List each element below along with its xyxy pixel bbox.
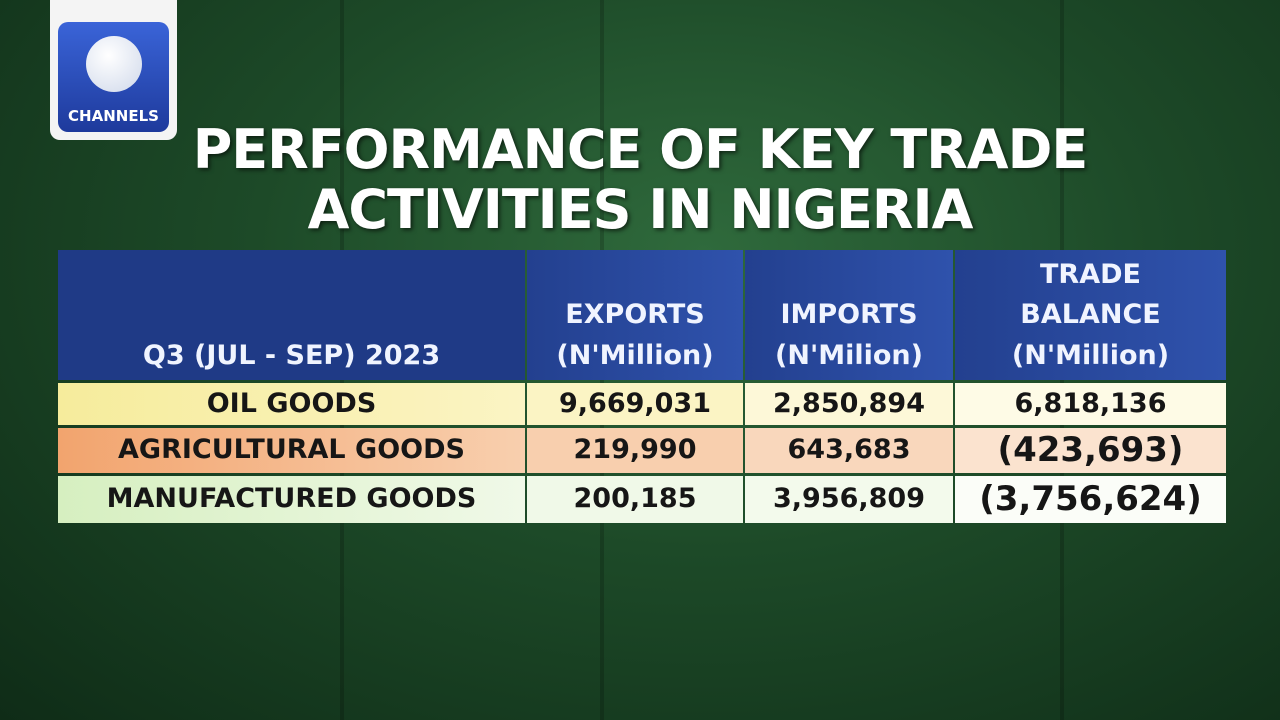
header-cell: EXPORTS (N'Million): [527, 250, 743, 380]
table-cell: 643,683: [745, 428, 953, 473]
table-cell: (423,693): [955, 428, 1226, 473]
table-cell: (3,756,624): [955, 476, 1226, 523]
header-cell: TRADE BALANCE (N'Million): [955, 250, 1226, 380]
header-text: (N'Milion): [775, 339, 923, 371]
header-text: IMPORTS: [780, 299, 918, 330]
header-text: (N'Million): [556, 339, 714, 371]
table-cell: 2,850,894: [745, 383, 953, 425]
title-line: PERFORMANCE OF KEY TRADE: [192, 118, 1089, 181]
row-label: MANUFACTURED GOODS: [58, 476, 525, 523]
logo-text: CHANNELS: [68, 107, 159, 125]
header-cell: Q3 (JUL - SEP) 2023: [58, 250, 525, 380]
channel-logo: CHANNELS: [50, 0, 177, 140]
row-label: OIL GOODS: [58, 383, 525, 425]
table-cell: 200,185: [527, 476, 743, 523]
logo-globe: [86, 36, 142, 92]
header-text: (N'Million): [1011, 339, 1170, 371]
row-label: AGRICULTURAL GOODS: [58, 428, 525, 473]
header-text: TRADE: [1040, 258, 1141, 290]
table-cell: 3,956,809: [745, 476, 953, 523]
table-cell: 9,669,031: [527, 383, 743, 425]
header-cell: IMPORTS (N'Milion): [745, 250, 953, 380]
logo-box: CHANNELS: [58, 22, 169, 132]
header-text: BALANCE: [1020, 299, 1161, 330]
header-text: EXPORTS: [565, 299, 705, 330]
header-text: Q3 (JUL - SEP) 2023: [142, 339, 441, 371]
table-cell: 6,818,136: [955, 383, 1226, 425]
title-line: ACTIVITIES IN NIGERIA: [307, 178, 974, 241]
table-cell: 219,990: [527, 428, 743, 473]
